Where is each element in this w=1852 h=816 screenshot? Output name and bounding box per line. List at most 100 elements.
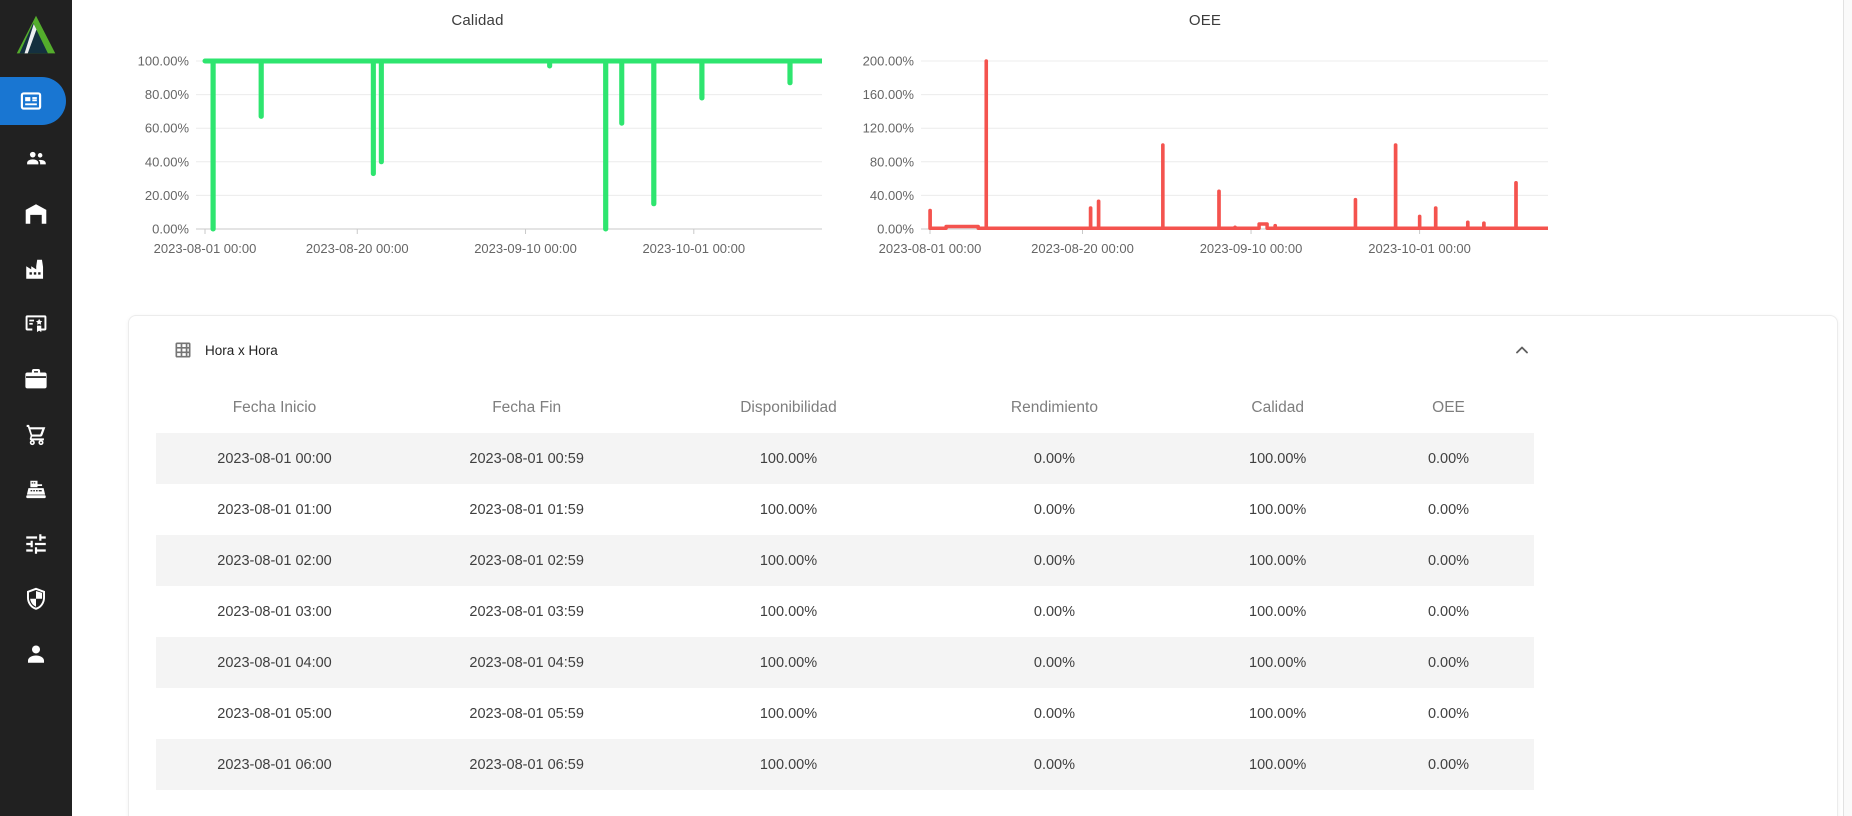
dashboard-news-icon: [20, 92, 42, 110]
table-cell: 100.00%: [759, 705, 818, 722]
sidebar-item-dashboard-news[interactable]: [0, 77, 66, 125]
sidebar-item-briefcase[interactable]: [0, 351, 72, 406]
table-cell: 2023-08-01 02:00: [217, 552, 332, 569]
table-row: 2023-08-01 00:00 2023-08-01 00:59 100.00% 0…: [156, 433, 1534, 484]
sidebar-item-shopping-cart[interactable]: [0, 406, 72, 461]
table-cell: 0.00%: [1033, 654, 1075, 671]
svg-text:2023-10-01 00:00: 2023-10-01 00:00: [642, 241, 745, 256]
shopping-cart-icon: [26, 424, 46, 445]
people-icon: [27, 151, 46, 164]
svg-text:160.00%: 160.00%: [863, 87, 915, 102]
svg-text:2023-08-20 00:00: 2023-08-20 00:00: [1031, 241, 1134, 256]
svg-text:40.00%: 40.00%: [145, 154, 190, 169]
svg-text:2023-10-01 00:00: 2023-10-01 00:00: [1368, 241, 1471, 256]
table-cell: 100.00%: [1249, 552, 1307, 569]
table-cell: 0.00%: [1427, 450, 1470, 467]
table-cell: 0.00%: [1033, 705, 1075, 722]
column-header: Calidad: [1251, 399, 1304, 416]
calidad-chart: 100.00% 80.00% 60.00% 40.00% 20.00% 0.00% 2023…: [138, 54, 822, 256]
table-cell: 0.00%: [1427, 654, 1470, 671]
table-cell: 100.00%: [759, 450, 818, 467]
hora-x-hora-table: Fecha Inicio Fecha Fin Disponibilidad Rendi…: [156, 383, 1534, 790]
table-cell: 0.00%: [1033, 450, 1075, 467]
svg-text:120.00%: 120.00%: [863, 121, 915, 136]
sidebar-item-certificate[interactable]: [0, 296, 72, 351]
svg-text:200.00%: 200.00%: [863, 54, 915, 69]
factory-icon: [26, 259, 44, 279]
sidebar-item-shield[interactable]: [0, 571, 72, 626]
svg-text:2023-09-10 00:00: 2023-09-10 00:00: [474, 241, 577, 256]
table-cell: 2023-08-01 00:59: [469, 450, 584, 467]
table-cell: 2023-08-01 06:59: [469, 756, 584, 773]
table-cell: 0.00%: [1427, 552, 1470, 569]
table-cell: 100.00%: [759, 654, 818, 671]
triangle-logo-icon: [16, 15, 56, 54]
table-cell: 2023-08-01 01:00: [217, 501, 332, 518]
table-cell: 100.00%: [1249, 654, 1307, 671]
table-cell: 2023-08-01 03:59: [469, 603, 584, 620]
sidebar-item-tune-sliders[interactable]: [0, 516, 72, 571]
hora-x-hora-card: Hora x Hora Fecha Inicio Fecha Fin Disponi…: [128, 315, 1838, 816]
svg-text:0.00%: 0.00%: [152, 222, 189, 237]
table-row: 2023-08-01 02:00 2023-08-01 02:59 100.00% 0…: [156, 535, 1534, 586]
table-cell: 100.00%: [1249, 756, 1307, 773]
oee-chart-title: OEE: [1188, 12, 1222, 29]
page-scrollbar[interactable]: [1843, 0, 1852, 816]
svg-text:20.00%: 20.00%: [145, 188, 190, 203]
table-cell: 100.00%: [759, 501, 818, 518]
table-cell: 2023-08-01 05:00: [217, 705, 332, 722]
table-row: 2023-08-01 01:00 2023-08-01 01:59 100.00% 0…: [156, 484, 1534, 535]
table-cell: 0.00%: [1033, 603, 1075, 620]
tune-sliders-icon: [26, 533, 46, 554]
table-cell: 2023-08-01 04:00: [217, 654, 332, 671]
app-logo[interactable]: [0, 0, 72, 64]
table-cell: 100.00%: [1249, 501, 1307, 518]
svg-text:2023-09-10 00:00: 2023-09-10 00:00: [1200, 241, 1303, 256]
table-cell: 0.00%: [1427, 756, 1470, 773]
sidebar-item-person[interactable]: [0, 626, 72, 681]
sidebar-item-warehouse[interactable]: [0, 186, 72, 241]
column-header: Fecha Fin: [492, 399, 562, 416]
table-row: 2023-08-01 05:00 2023-08-01 05:59 100.00% 0…: [156, 688, 1534, 739]
svg-text:0.00%: 0.00%: [877, 222, 914, 237]
svg-text:80.00%: 80.00%: [870, 154, 915, 169]
column-header: Disponibilidad: [740, 399, 837, 416]
table-cell: 0.00%: [1033, 756, 1075, 773]
sidebar-item-cash-register[interactable]: [0, 461, 72, 516]
table-cell: 2023-08-01 03:00: [217, 603, 332, 620]
svg-text:80.00%: 80.00%: [145, 87, 190, 102]
table-cell: 0.00%: [1033, 552, 1075, 569]
column-header: OEE: [1432, 399, 1465, 416]
table-cell: 0.00%: [1427, 705, 1470, 722]
calidad-chart-title: Calidad: [451, 12, 504, 29]
certificate-icon: [25, 314, 47, 332]
cash-register-icon: [26, 480, 46, 498]
sidebar-item-factory[interactable]: [0, 241, 72, 296]
table-cell: 100.00%: [759, 552, 818, 569]
table-cell: 2023-08-01 02:59: [469, 552, 584, 569]
sidebar-item-people[interactable]: [0, 131, 72, 186]
column-header: Fecha Inicio: [232, 399, 317, 416]
svg-text:40.00%: 40.00%: [870, 188, 915, 203]
sidebar-nav: [0, 77, 72, 681]
table-cell: 100.00%: [1249, 705, 1307, 722]
chevron-up-icon[interactable]: [1513, 341, 1531, 359]
table-row: 2023-08-01 03:00 2023-08-01 03:59 100.00% 0…: [156, 586, 1534, 637]
person-icon: [27, 644, 45, 663]
shield-icon: [27, 587, 45, 610]
grid-table-icon: [175, 342, 191, 358]
svg-text:60.00%: 60.00%: [145, 121, 190, 136]
table-header-row: Fecha Inicio Fecha Fin Disponibilidad Rendi…: [156, 383, 1534, 433]
table-cell: 100.00%: [1249, 450, 1307, 467]
svg-text:2023-08-20 00:00: 2023-08-20 00:00: [306, 241, 409, 256]
card-header: Hora x Hora: [129, 316, 1837, 383]
table-cell: 2023-08-01 00:00: [217, 450, 332, 467]
svg-text:2023-08-01 00:00: 2023-08-01 00:00: [879, 241, 982, 256]
table-cell: 2023-08-01 05:59: [469, 705, 584, 722]
calidad-chart-panel: Calidad 100.00% 80.00% 60.00% 40.00% 20.00% 0…: [133, 0, 822, 286]
table-row: 2023-08-01 04:00 2023-08-01 04:59 100.00% 0…: [156, 637, 1534, 688]
card-title: Hora x Hora: [205, 342, 278, 358]
sidebar: [0, 0, 72, 816]
table-cell: 100.00%: [1249, 603, 1307, 620]
